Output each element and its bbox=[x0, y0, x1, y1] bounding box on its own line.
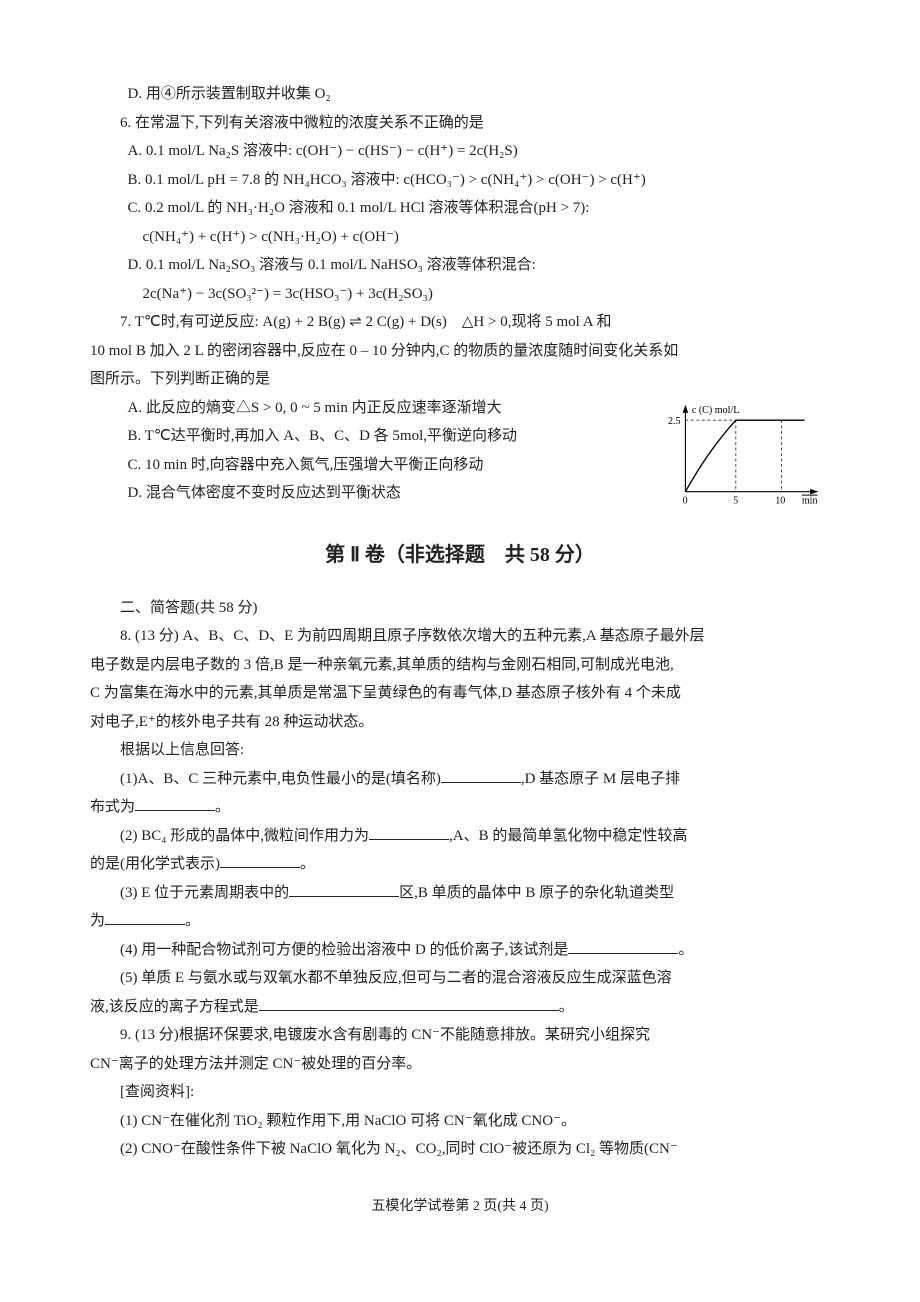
q8-sub2-text-c: 的是(用化学式表示) bbox=[90, 856, 220, 872]
q8-prompt: 根据以上信息回答: bbox=[90, 736, 830, 765]
exam-page: D. 用④所示装置制取并收集 O₂ 6. 在常温下,下列有关溶液中微粒的浓度关系… bbox=[0, 0, 920, 1302]
q8-sub1-text-b: ,D 基态原子 M 层电子排 bbox=[521, 771, 680, 787]
fill-blank bbox=[220, 852, 300, 868]
q7-option-b: B. T℃达平衡时,再加入 A、B、C、D 各 5mol,平衡逆向移动 bbox=[90, 422, 630, 451]
q9-para-1: 9. (13 分)根据环保要求,电镀废水含有剧毒的 CN⁻不能随意排放。某研究小… bbox=[90, 1021, 830, 1050]
fill-blank bbox=[105, 909, 185, 925]
q8-sub3-text-b: 区,B 单质的晶体中 B 原子的杂化轨道类型 bbox=[399, 885, 674, 901]
q9-ref-1: (1) CN⁻在催化剂 TiO₂ 颗粒作用下,用 NaClO 可将 CN⁻氧化成… bbox=[90, 1107, 830, 1136]
q8-sub2-line2: 的是(用化学式表示) 。 bbox=[90, 850, 830, 879]
q8-sub3-line2: 为。 bbox=[90, 907, 830, 936]
y-axis-label: c (C) mol/L bbox=[692, 405, 740, 416]
section-2-subheading: 二、简答题(共 58 分) bbox=[90, 594, 830, 623]
fill-blank bbox=[135, 795, 215, 811]
y-axis-arrow-icon bbox=[683, 405, 689, 413]
q9-ref-2: (2) CNO⁻在酸性条件下被 NaClO 氧化为 N₂、CO₂,同时 ClO⁻… bbox=[90, 1135, 830, 1164]
q8-sub4-text-b: 。 bbox=[678, 942, 693, 958]
curve bbox=[685, 420, 804, 492]
q8-sub4: (4) 用一种配合物试剂可方便的检验出溶液中 D 的低价离子,该试剂是 。 bbox=[90, 936, 830, 965]
q8-sub1-line1: (1)A、B、C 三种元素中,电负性最小的是(填名称) ,D 基态原子 M 层电子… bbox=[90, 765, 830, 794]
q8-para-1: 8. (13 分) A、B、C、D、E 为前四周期且原子序数依次增大的五种元素,… bbox=[90, 622, 830, 651]
q8-sub1-text-c: 布式为 bbox=[90, 799, 135, 815]
q8-para-2: 电子数是内层电子数的 3 倍,B 是一种亲氧元素,其单质的结构与金刚石相同,可制… bbox=[90, 651, 830, 680]
q6-option-d-line1: D. 0.1 mol/L Na₂SO₃ 溶液与 0.1 mol/L NaHSO₃… bbox=[90, 251, 830, 280]
q7-stem-line2: 10 mol B 加入 2 L 的密闭容器中,反应在 0 – 10 分钟内,C … bbox=[90, 337, 830, 366]
q7-stem-line1: 7. T℃时,有可逆反应: A(g) + 2 B(g) ⇌ 2 C(g) + D… bbox=[90, 308, 830, 337]
fill-blank bbox=[441, 767, 521, 783]
q8-sub3-text-c: 为 bbox=[90, 913, 105, 929]
fill-blank bbox=[568, 938, 678, 954]
x-tick-0: 0 bbox=[683, 496, 688, 507]
q8-sub1-text-a: (1)A、B、C 三种元素中,电负性最小的是(填名称) bbox=[120, 771, 441, 787]
y-max-label: 2.5 bbox=[668, 416, 681, 427]
fill-blank bbox=[289, 881, 399, 897]
q8-sub2-text-d: 。 bbox=[300, 856, 315, 872]
q8-sub2-line1: (2) BC₄ 形成的晶体中,微粒间作用力为 ,A、B 的最简单氢化物中稳定性较高 bbox=[90, 822, 830, 851]
q8-sub2-text-b: ,A、B 的最简单氢化物中稳定性较高 bbox=[449, 828, 687, 844]
q7-option-d: D. 混合气体密度不变时反应达到平衡状态 bbox=[90, 479, 630, 508]
page-footer: 五模化学试卷第 2 页(共 4 页) bbox=[90, 1194, 830, 1221]
q5-option-d: D. 用④所示装置制取并收集 O₂ bbox=[90, 80, 830, 109]
q8-sub5-text-c: 。 bbox=[559, 999, 574, 1015]
q8-sub5-text-b: 液,该反应的离子方程式是 bbox=[90, 999, 259, 1015]
x-tick-5: 5 bbox=[733, 496, 738, 507]
q6-option-c-line2: c(NH₄⁺) + c(H⁺) > c(NH₃·H₂O) + c(OH⁻) bbox=[90, 223, 830, 252]
q9-heading: [查阅资料]: bbox=[90, 1078, 830, 1107]
q6-stem: 6. 在常温下,下列有关溶液中微粒的浓度关系不正确的是 bbox=[90, 109, 830, 138]
q7-option-a: A. 此反应的熵变△S > 0, 0 ~ 5 min 内正反应速率逐渐增大 bbox=[90, 394, 630, 423]
q8-para-3: C 为富集在海水中的元素,其单质是常温下呈黄绿色的有毒气体,D 基态原子核外有 … bbox=[90, 679, 830, 708]
q8-sub3-text-a: (3) E 位于元素周期表中的 bbox=[120, 885, 289, 901]
x-axis-label: min bbox=[802, 496, 818, 507]
x-tick-10: 10 bbox=[775, 496, 785, 507]
q6-option-c-line1: C. 0.2 mol/L 的 NH₃·H₂O 溶液和 0.1 mol/L HCl… bbox=[90, 194, 830, 223]
q8-sub1-text-d: 。 bbox=[215, 799, 230, 815]
fill-blank bbox=[369, 824, 449, 840]
concentration-chart-svg: c (C) mol/L 2.5 0 5 10 min bbox=[660, 400, 830, 510]
q9-para-2: CN⁻离子的处理方法并测定 CN⁻被处理的百分率。 bbox=[90, 1050, 830, 1079]
q8-para-4: 对电子,E⁺的核外电子共有 28 种运动状态。 bbox=[90, 708, 830, 737]
x-axis-arrow-icon bbox=[810, 489, 818, 495]
q8-sub4-text-a: (4) 用一种配合物试剂可方便的检验出溶液中 D 的低价离子,该试剂是 bbox=[120, 942, 568, 958]
q7-stem-line3: 图所示。下列判断正确的是 bbox=[90, 365, 830, 394]
q8-sub2-text-a: (2) BC₄ 形成的晶体中,微粒间作用力为 bbox=[120, 828, 369, 844]
q6-option-a: A. 0.1 mol/L Na₂S 溶液中: c(OH⁻) − c(HS⁻) −… bbox=[90, 137, 830, 166]
q6-option-d-line2: 2c(Na⁺) − 3c(SO₃²⁻) = 3c(HSO₃⁻) + 3c(H₂S… bbox=[90, 280, 830, 309]
q8-sub5-line1: (5) 单质 E 与氨水或与双氧水都不单独反应,但可与二者的混合溶液反应生成深蓝… bbox=[90, 964, 830, 993]
q7-options-block: A. 此反应的熵变△S > 0, 0 ~ 5 min 内正反应速率逐渐增大 B.… bbox=[90, 394, 630, 508]
section-2-title: 第 Ⅱ 卷（非选择题 共 58 分） bbox=[90, 536, 830, 574]
fill-blank bbox=[259, 995, 559, 1011]
q8-sub3-text-d: 。 bbox=[185, 913, 200, 929]
q7-option-c: C. 10 min 时,向容器中充入氮气,压强增大平衡正向移动 bbox=[90, 451, 630, 480]
q6-option-b: B. 0.1 mol/L pH = 7.8 的 NH₄HCO₃ 溶液中: c(H… bbox=[90, 166, 830, 195]
q8-sub1-line2: 布式为 。 bbox=[90, 793, 830, 822]
q8-sub3-line1: (3) E 位于元素周期表中的 区,B 单质的晶体中 B 原子的杂化轨道类型 bbox=[90, 879, 830, 908]
q8-sub5-line2: 液,该反应的离子方程式是 。 bbox=[90, 993, 830, 1022]
q7-chart: c (C) mol/L 2.5 0 5 10 min bbox=[660, 400, 830, 510]
